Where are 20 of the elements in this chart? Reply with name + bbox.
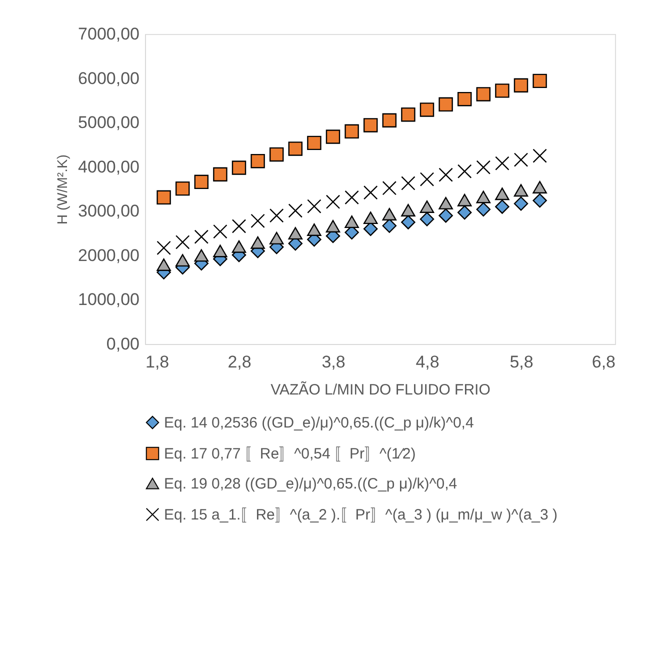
legend-label: Eq. 19 0,28 ((GD_e)/μ)^0,65.((C_p μ)/k)^0,4: [164, 476, 458, 492]
y-axis-title: H (W/M².K): [54, 154, 70, 224]
y-tick-label: 7000,00: [78, 24, 140, 44]
legend-label: Eq. 17 0,77 〚Re〛^0,54 〚Pr〛^(1⁄2): [164, 446, 416, 462]
x-tick-label: 6,8: [592, 352, 616, 372]
y-tick-label: 5000,00: [78, 113, 140, 132]
y-tick-label: 2000,00: [78, 246, 140, 265]
y-tick-label: 0,00: [106, 334, 140, 354]
x-tick-label: 5,8: [510, 352, 534, 372]
x-tick-label: 3,8: [322, 352, 346, 372]
y-tick-label: 6000,00: [78, 68, 140, 88]
x-axis-title: VAZÃO L/MIN DO FLUIDO FRIO: [270, 380, 490, 398]
legend-label: Eq. 14 0,2536 ((GD_e)/μ)^0,65.((C_p μ)/k)^0,4: [164, 414, 474, 432]
x-tick-label: 4,8: [416, 352, 440, 372]
y-tick-label: 3000,00: [78, 202, 140, 221]
y-tick-label: 4000,00: [78, 157, 140, 176]
legend-label: Eq. 15 a_1.〚Re〛^(a_2 ).〚Pr〛^(a_3 ) (μ_m/μ_w )^(a_3 ): [164, 506, 558, 524]
x-tick-label: 2,8: [228, 352, 252, 372]
x-tick-label: 1,8: [146, 352, 170, 372]
y-tick-label: 1000,00: [78, 290, 140, 310]
